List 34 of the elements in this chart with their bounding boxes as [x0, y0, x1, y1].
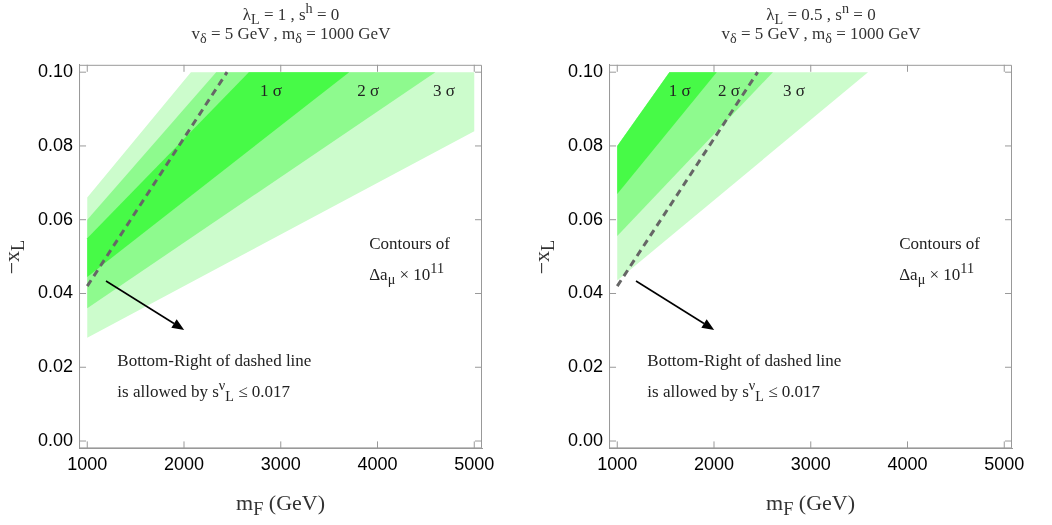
- x-axis-title: m$_{F}$ (GeV): [766, 490, 856, 521]
- x-tick-label: 5000: [984, 454, 1025, 475]
- x-tick-label: 4000: [887, 454, 928, 475]
- x-tick-label: 2000: [163, 454, 205, 475]
- series-label: 2 σ: [718, 81, 741, 102]
- x-axis-title: m$_{F}$ (GeV): [236, 490, 326, 521]
- y-tick-label: 0.06: [37, 208, 74, 229]
- series-label: 3 σ: [432, 81, 455, 102]
- y-tick-label: 0.08: [567, 134, 604, 155]
- annotation: Contours of Δa$_{μ}$ × 10$^{11}$: [899, 232, 981, 289]
- series-label: 1 σ: [668, 81, 691, 102]
- y-tick-label: 0.06: [567, 208, 604, 229]
- y-tick-label: 0.04: [37, 282, 74, 303]
- y-tick-label: 0.00: [37, 429, 74, 450]
- x-tick-label: 1000: [597, 454, 638, 475]
- series-label: 1 σ: [259, 81, 282, 102]
- y-tick-label: 0.10: [37, 61, 74, 82]
- annotation: Contours of Δa$_{μ}$ × 10$^{11}$: [369, 232, 451, 289]
- y-tick-label: 0.08: [37, 134, 74, 155]
- x-tick-label: 1000: [67, 454, 108, 475]
- y-tick-label: 0.04: [567, 282, 604, 303]
- y-tick-label: 0.10: [567, 61, 604, 82]
- y-tick-label: 0.00: [567, 429, 604, 450]
- series-label: 3 σ: [782, 81, 805, 102]
- x-tick-label: 3000: [260, 454, 301, 475]
- y-tick-label: 0.02: [37, 356, 74, 377]
- y-tick-label: 0.02: [567, 356, 604, 377]
- x-tick-label: 4000: [357, 454, 398, 475]
- x-tick-label: 3000: [790, 454, 831, 475]
- x-tick-label: 2000: [693, 454, 735, 475]
- annotation: Bottom-Right of dashed line is allowed by s$^{ν}$$_{L}$ ≤ 0.017: [647, 349, 843, 406]
- annotation: Bottom-Right of dashed line is allowed by s$^{ν}$$_{L}$ ≤ 0.017: [117, 349, 313, 406]
- x-tick-label: 5000: [454, 454, 495, 475]
- series-label: 2 σ: [357, 81, 380, 102]
